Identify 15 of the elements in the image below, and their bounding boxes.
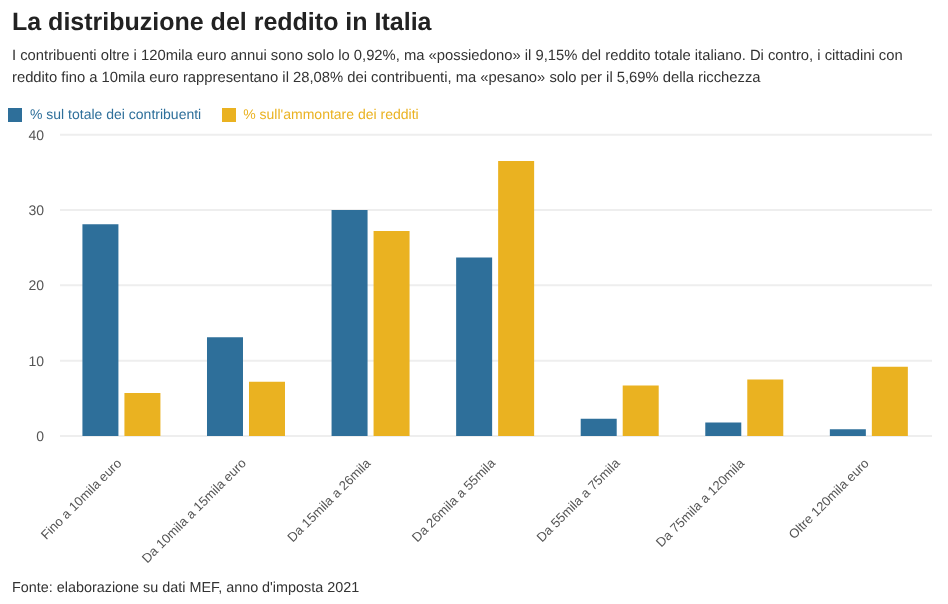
- bar: [580, 418, 617, 436]
- bar: [829, 429, 866, 436]
- bar: [456, 257, 493, 436]
- bar: [206, 337, 243, 436]
- chart-title: La distribuzione del reddito in Italia: [12, 8, 432, 36]
- bar: [82, 224, 119, 436]
- bar: [498, 161, 535, 436]
- bar: [705, 422, 742, 436]
- bar: [871, 366, 908, 436]
- bar: [248, 381, 285, 436]
- bar: [124, 393, 161, 436]
- bar: [622, 385, 659, 436]
- bar: [747, 379, 784, 436]
- bar: [331, 210, 368, 436]
- bar: [373, 231, 410, 436]
